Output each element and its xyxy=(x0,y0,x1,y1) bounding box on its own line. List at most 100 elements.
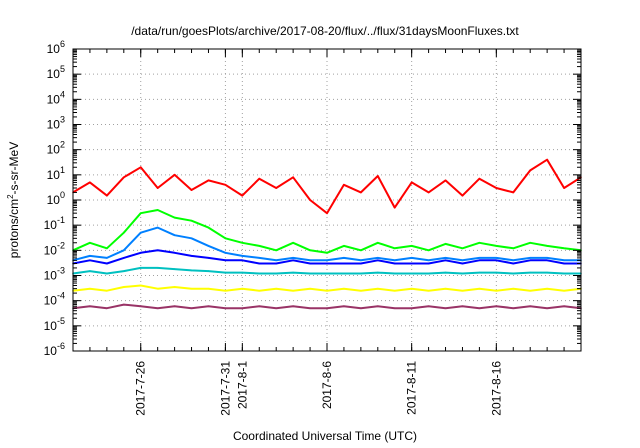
ticks xyxy=(72,48,582,352)
data-point xyxy=(360,289,362,292)
data-point xyxy=(546,271,548,274)
data-point xyxy=(478,177,481,180)
data-point xyxy=(139,231,142,234)
data-point xyxy=(529,271,531,274)
data-point xyxy=(512,262,515,265)
data-point xyxy=(89,287,91,290)
data-point xyxy=(106,257,108,259)
data-point xyxy=(123,257,125,259)
data-point xyxy=(478,242,481,244)
data-point xyxy=(241,287,244,290)
chart-title: /data/run/goesPlots/archive/2017-08-20/f… xyxy=(131,24,519,38)
data-point xyxy=(326,272,328,275)
y-tick-base: 10 xyxy=(47,92,61,106)
data-point xyxy=(173,305,176,308)
data-point xyxy=(241,242,244,244)
y-tick-base: 10 xyxy=(47,67,61,81)
data-point xyxy=(546,307,548,310)
data-point xyxy=(461,289,464,292)
data-point xyxy=(427,272,430,275)
data-point xyxy=(377,259,379,262)
data-point xyxy=(207,305,210,308)
y-tick-label: 10-1 xyxy=(44,215,65,232)
data-point xyxy=(224,184,227,186)
data-point xyxy=(377,242,379,244)
data-point xyxy=(427,249,430,252)
data-point xyxy=(173,216,176,219)
data-point xyxy=(139,267,142,269)
y-tick-exponent: 3 xyxy=(60,115,65,125)
y-tick-base: 10 xyxy=(44,319,58,333)
x-tick-label: 2017-7-26 xyxy=(134,361,148,416)
data-point xyxy=(444,257,447,259)
data-point xyxy=(495,257,498,259)
data-point xyxy=(410,307,413,310)
data-point xyxy=(292,257,294,259)
data-point xyxy=(461,272,464,275)
x-axis-label: Coordinated Universal Time (UTC) xyxy=(233,429,417,443)
data-point xyxy=(495,259,498,262)
data-point xyxy=(444,179,447,182)
data-point xyxy=(444,259,447,262)
data-point xyxy=(393,272,396,275)
data-point xyxy=(258,257,261,259)
data-point xyxy=(461,305,464,308)
data-point xyxy=(512,259,515,262)
data-point xyxy=(309,287,311,290)
data-point xyxy=(190,237,193,240)
data-point xyxy=(377,175,379,177)
data-point xyxy=(292,289,294,292)
y-tick-exponent: 1 xyxy=(60,165,65,175)
y-tick-label: 104 xyxy=(47,89,65,106)
data-point xyxy=(444,271,447,274)
y-tick-label: 10-4 xyxy=(44,291,65,308)
data-point xyxy=(529,242,531,244)
data-point xyxy=(258,305,261,308)
data-point xyxy=(89,259,91,262)
data-point xyxy=(461,262,464,265)
data-point xyxy=(393,247,396,250)
data-point xyxy=(292,271,294,274)
x-tick-label: 2017-8-1 xyxy=(235,361,249,409)
data-point xyxy=(123,303,125,306)
y-tick-exponent: -5 xyxy=(57,316,65,326)
x-tick-labels: 2017-7-26 2017-7-31 2017-8-1 2017-8-6 2017-8… xyxy=(134,361,504,416)
data-point xyxy=(173,252,176,254)
data-point xyxy=(224,252,227,254)
data-point xyxy=(563,305,565,308)
data-point xyxy=(393,206,396,209)
data-point xyxy=(546,259,548,262)
data-point xyxy=(89,305,91,308)
data-point xyxy=(563,247,565,250)
y-tick-label: 101 xyxy=(47,165,65,182)
data-point xyxy=(89,181,91,184)
y-tick-exponent: -6 xyxy=(57,341,65,351)
data-point xyxy=(343,287,345,290)
data-point xyxy=(326,252,328,254)
data-point xyxy=(89,270,91,272)
data-point xyxy=(326,259,328,262)
y-tick-exponent: -2 xyxy=(57,240,65,250)
data-point xyxy=(309,262,311,265)
data-point xyxy=(563,262,565,265)
data-point xyxy=(275,262,278,265)
series-line xyxy=(72,226,581,262)
data-point xyxy=(309,199,311,201)
data-point xyxy=(410,245,413,247)
data-point xyxy=(427,305,430,308)
data-point xyxy=(241,255,244,257)
x-tick-label: 2017-8-6 xyxy=(320,361,334,409)
data-point xyxy=(309,307,311,310)
data-point xyxy=(89,242,91,244)
data-point xyxy=(495,187,498,189)
data-point xyxy=(478,307,481,310)
data-point xyxy=(139,212,142,214)
y-tick-base: 10 xyxy=(47,42,61,56)
data-point xyxy=(393,289,396,292)
data-point xyxy=(275,187,278,189)
data-point xyxy=(207,257,210,259)
data-point xyxy=(563,259,565,262)
data-point xyxy=(377,305,379,308)
series-layer xyxy=(72,158,582,310)
data-point xyxy=(427,289,430,292)
